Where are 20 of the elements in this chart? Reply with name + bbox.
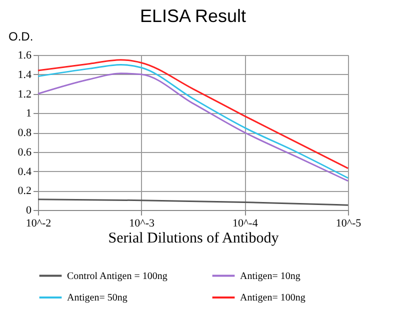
legend-label: Antigen= 50ng — [67, 292, 128, 304]
y-tick-label: 0.6 — [18, 146, 32, 158]
legend-label: Antigen= 100ng — [240, 292, 306, 304]
y-tick-label: 1.2 — [18, 88, 32, 100]
y-tick-label: 1 — [26, 108, 32, 120]
y-tick-label: 0.8 — [18, 127, 32, 139]
y-tick-label: 1.4 — [18, 68, 32, 81]
chart-title: ELISA Result — [140, 6, 246, 26]
y-axis-title: O.D. — [8, 30, 34, 44]
y-tick-label: 0 — [26, 204, 32, 216]
legend-label: Antigen= 10ng — [240, 270, 300, 282]
y-tick-label: 1.6 — [18, 50, 32, 62]
legend-label: Control Antigen = 100ng — [67, 270, 168, 282]
x-tick-label: 10^-5 — [336, 218, 362, 230]
x-tick-label: 10^-2 — [26, 218, 52, 230]
x-axis-title: Serial Dilutions of Antibody — [108, 230, 280, 246]
y-tick-label: 0.2 — [18, 185, 32, 198]
x-tick-label: 10^-3 — [129, 218, 155, 230]
x-tick-label: 10^-4 — [232, 218, 258, 230]
y-tick-label: 0.4 — [18, 166, 32, 178]
